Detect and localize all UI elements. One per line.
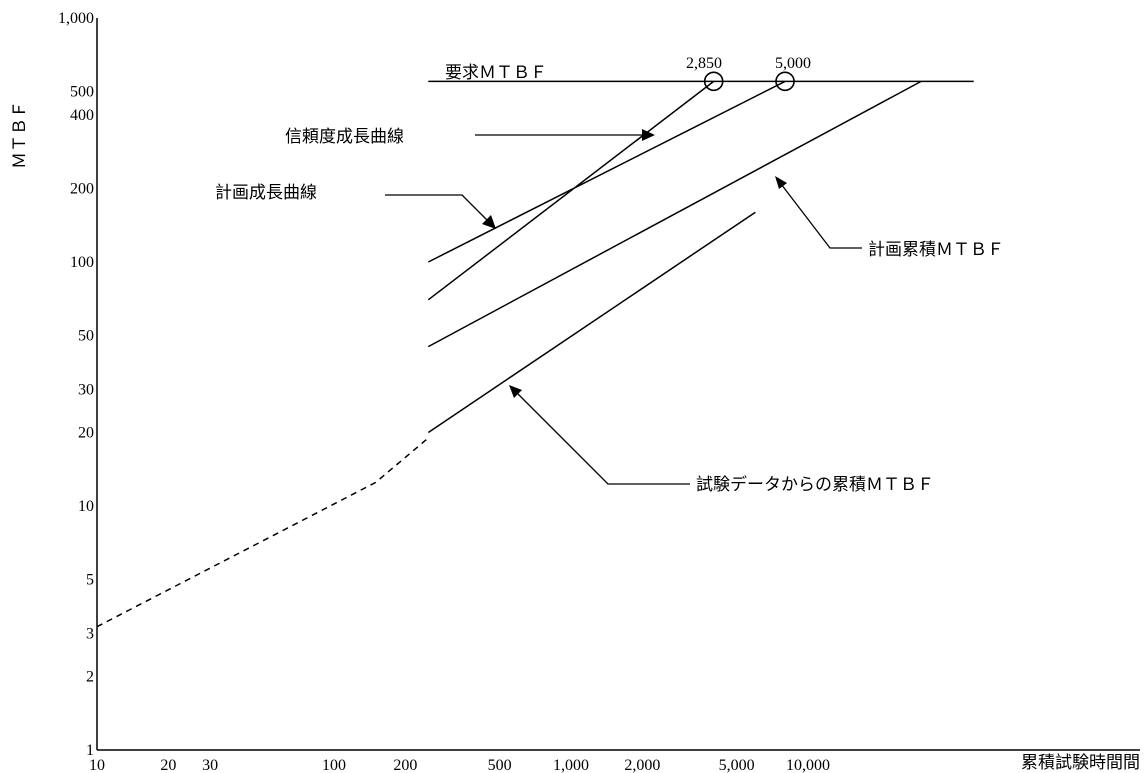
reliability-growth-leader	[475, 129, 655, 141]
series-test-cumulative-extrapolated	[96, 437, 429, 628]
planned-growth-leader	[385, 194, 496, 229]
series-planned-growth	[427, 80, 786, 263]
annotation-2850: 2,850	[686, 55, 722, 72]
y-tick-label: 5	[86, 571, 94, 588]
annotation-5000: 5,000	[775, 55, 811, 72]
x-tick-label: 10,000	[786, 757, 830, 773]
series-test-cumulative	[427, 211, 756, 434]
marker-layer	[703, 71, 795, 92]
x-tick-label: 100	[322, 757, 346, 773]
x-tick-label: 10	[89, 757, 105, 773]
y-tick-label: 100	[70, 254, 94, 271]
y-axis-title: ＭＴＢＦ	[10, 101, 29, 169]
y-tick-label: 30	[78, 382, 94, 399]
test-cumulative-label: 試験データからの累積ＭＴＢＦ	[696, 474, 934, 495]
x-tick-label: 200	[393, 757, 417, 773]
test-cumulative-leader	[509, 385, 690, 485]
y-tick-label: 200	[70, 181, 94, 198]
x-tick-label: 500	[488, 757, 512, 773]
series-reliability	[427, 80, 715, 301]
series-layer	[96, 80, 974, 628]
marker-planned-end	[775, 71, 795, 92]
planned-cumulative-label: 計画累積ＭＴＢＦ	[868, 240, 1004, 260]
required-mtbf-label: 要求ＭＴＢＦ	[445, 63, 547, 83]
x-tick-labels: 10 20 30 100 200 500 1,000 2,000 5,000 10,000	[89, 757, 830, 773]
x-tick-label: 20	[160, 757, 176, 773]
y-tick-label: 2	[86, 669, 94, 686]
y-tick-label: 10	[78, 498, 94, 515]
x-tick-label: 5,000	[719, 757, 755, 773]
x-tick-label: 30	[202, 757, 218, 773]
planned-growth-label: 計画成長曲線	[215, 183, 317, 203]
y-tick-label: 1,000	[58, 10, 94, 27]
y-tick-label: 400	[70, 107, 94, 124]
x-axis-title: 累積試験時間間	[1021, 753, 1140, 772]
y-tick-labels: 1 2 3 5 10 20 30 50 100 200 400 500 1,000	[58, 10, 94, 759]
series-planned-cumulative	[427, 80, 922, 348]
y-tick-label: 500	[70, 83, 94, 100]
y-tick-label: 20	[78, 425, 94, 442]
planned-cumulative-leader	[775, 176, 862, 249]
x-tick-label: 1,000	[553, 757, 589, 773]
y-tick-label: 1	[86, 742, 94, 759]
marker-reliability-end	[703, 71, 724, 92]
y-tick-label: 50	[78, 327, 94, 344]
reliability-growth-label: 信頼度成長曲線	[285, 127, 404, 147]
x-tick-label: 2,000	[624, 757, 660, 773]
y-tick-label: 3	[86, 626, 94, 643]
